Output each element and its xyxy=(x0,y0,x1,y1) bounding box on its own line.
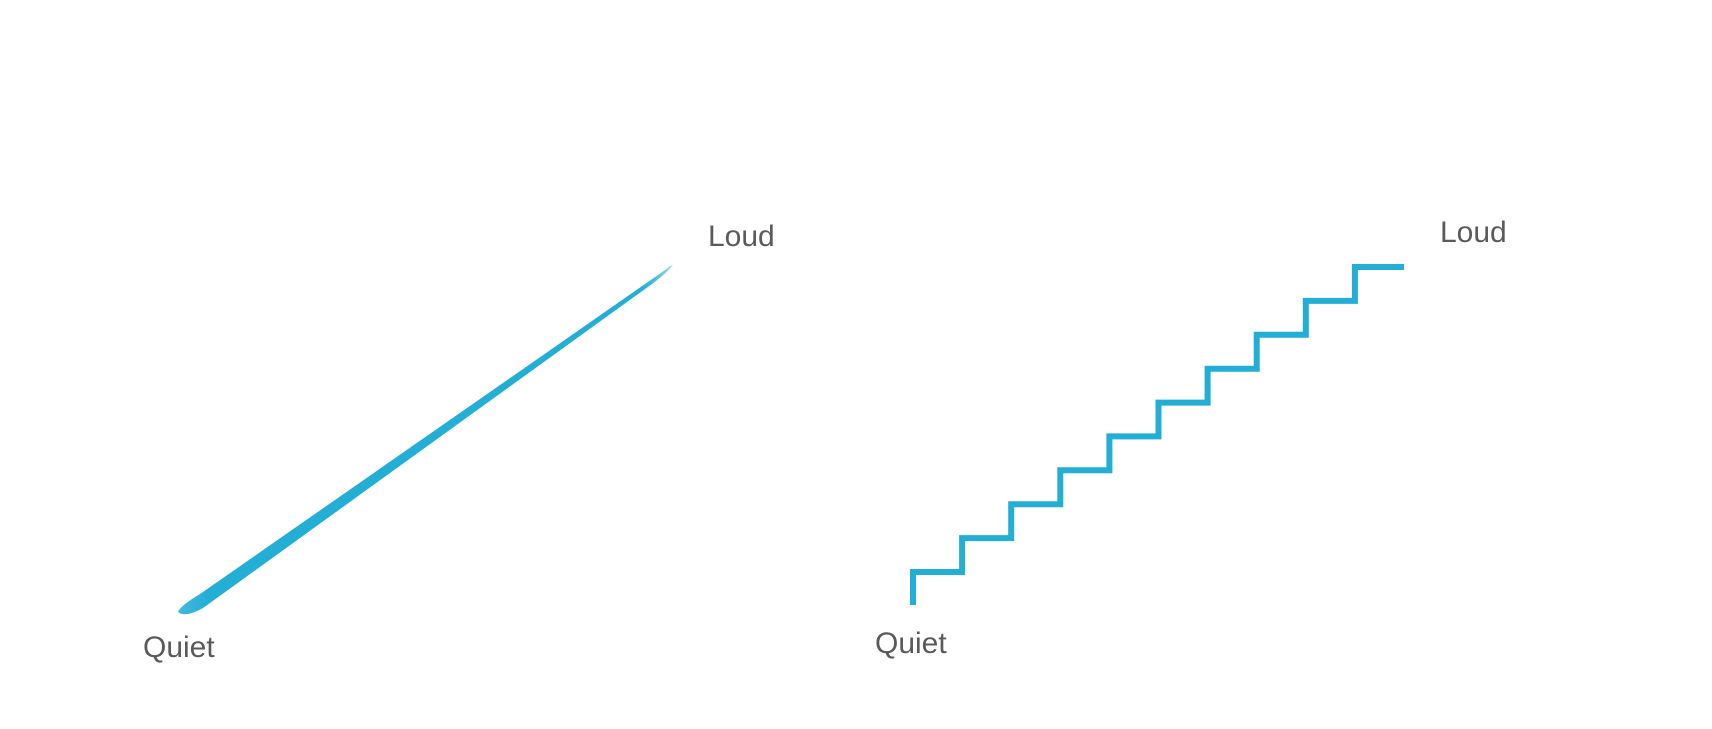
continuous-volume-ramp xyxy=(178,265,673,615)
stepped-quiet-label: Quiet xyxy=(875,627,947,660)
stepped-loud-label: Loud xyxy=(1440,216,1507,249)
stepped-volume-ramp xyxy=(910,264,1404,605)
continuous-quiet-label: Quiet xyxy=(143,631,215,664)
continuous-loud-label: Loud xyxy=(708,220,775,253)
